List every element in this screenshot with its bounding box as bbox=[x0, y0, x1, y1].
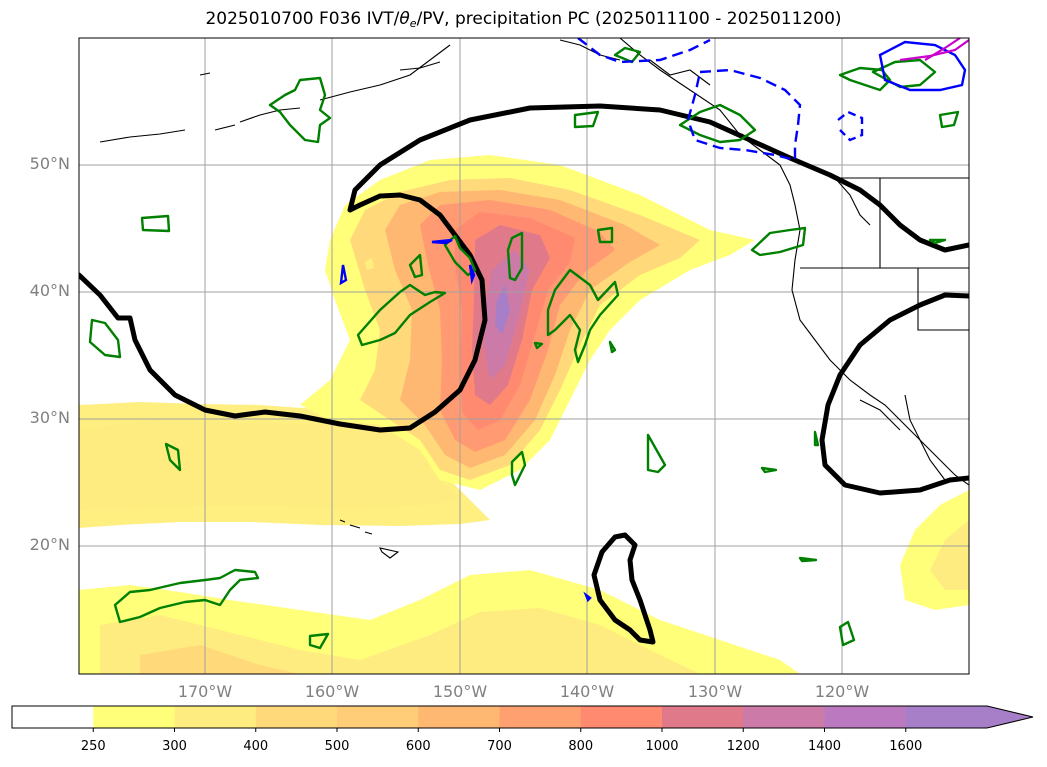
lon-label-170w: 170°W bbox=[177, 682, 233, 701]
colorbar-outline bbox=[11, 705, 1034, 729]
precip-contours bbox=[88, 46, 960, 650]
colorbar-tick-label: 1200 bbox=[726, 739, 760, 754]
colorbar-swatch bbox=[93, 706, 175, 728]
map-title: 2025010700 F036 IVT/θe/PV, precipitation… bbox=[0, 9, 1047, 30]
colorbar-swatch bbox=[499, 706, 582, 728]
ivt-south-blob-600 bbox=[140, 645, 300, 674]
lon-label-150w: 150°W bbox=[432, 682, 488, 701]
colorbar-tick-label: 250 bbox=[80, 739, 106, 754]
colorbar-swatch bbox=[824, 706, 907, 728]
ivt-plume-1600 bbox=[495, 285, 510, 335]
colorbar-swatch bbox=[743, 706, 825, 728]
lat-label-20: 20°N bbox=[29, 535, 70, 554]
graticule bbox=[79, 38, 969, 674]
title-prefix: 2025010700 F036 IVT/ bbox=[205, 9, 400, 29]
lon-label-160w: 160°W bbox=[304, 682, 360, 701]
ivt-band-400 bbox=[79, 410, 460, 510]
colorbar-swatch bbox=[662, 706, 744, 728]
ivt-east-blob-400 bbox=[930, 520, 969, 590]
title-theta: θ bbox=[399, 9, 410, 29]
colorbar-tick-label: 400 bbox=[243, 739, 269, 754]
colorbar-tick-label: 1600 bbox=[889, 739, 923, 754]
map-plot-area bbox=[79, 38, 969, 674]
colorbar-swatch bbox=[580, 706, 663, 728]
lat-label-30: 30°N bbox=[29, 408, 70, 427]
lon-label-130w: 130°W bbox=[687, 682, 743, 701]
colorbar-tick-label: 800 bbox=[568, 739, 594, 754]
map-frame bbox=[78, 37, 970, 675]
title-suffix: /PV, precipitation PC (2025011100 - 2025… bbox=[416, 9, 842, 29]
colorbar-tick-label: 1000 bbox=[645, 739, 679, 754]
colorbar-tick-label: 700 bbox=[487, 739, 512, 754]
colorbar-tick-label: 1400 bbox=[807, 739, 842, 754]
colorbar-extend-arrow bbox=[987, 706, 1033, 728]
colorbar-swatch bbox=[255, 706, 338, 728]
colorbar-tick-label: 600 bbox=[405, 739, 431, 754]
colorbar-swatch bbox=[174, 706, 257, 728]
colorbar-swatch bbox=[905, 706, 988, 728]
title-theta-sub: e bbox=[409, 17, 417, 30]
ivt-small bbox=[365, 258, 374, 270]
colorbar-swatch bbox=[418, 706, 500, 728]
lat-label-40: 40°N bbox=[29, 281, 70, 300]
theta-e-contours bbox=[339, 38, 967, 603]
lon-label-140w: 140°W bbox=[559, 682, 615, 701]
extra-contours bbox=[899, 38, 969, 62]
colorbar-tick-label: 500 bbox=[324, 739, 350, 754]
colorbar-swatch bbox=[12, 706, 94, 728]
lon-label-120w: 120°W bbox=[814, 682, 870, 701]
pv-contours bbox=[79, 103, 969, 645]
colorbar-tick-label: 300 bbox=[162, 739, 187, 754]
ivt-south-blob-400 bbox=[100, 608, 700, 674]
colorbar bbox=[11, 705, 1034, 732]
lat-label-50: 50°N bbox=[29, 154, 70, 173]
colorbar-swatch bbox=[337, 706, 419, 728]
